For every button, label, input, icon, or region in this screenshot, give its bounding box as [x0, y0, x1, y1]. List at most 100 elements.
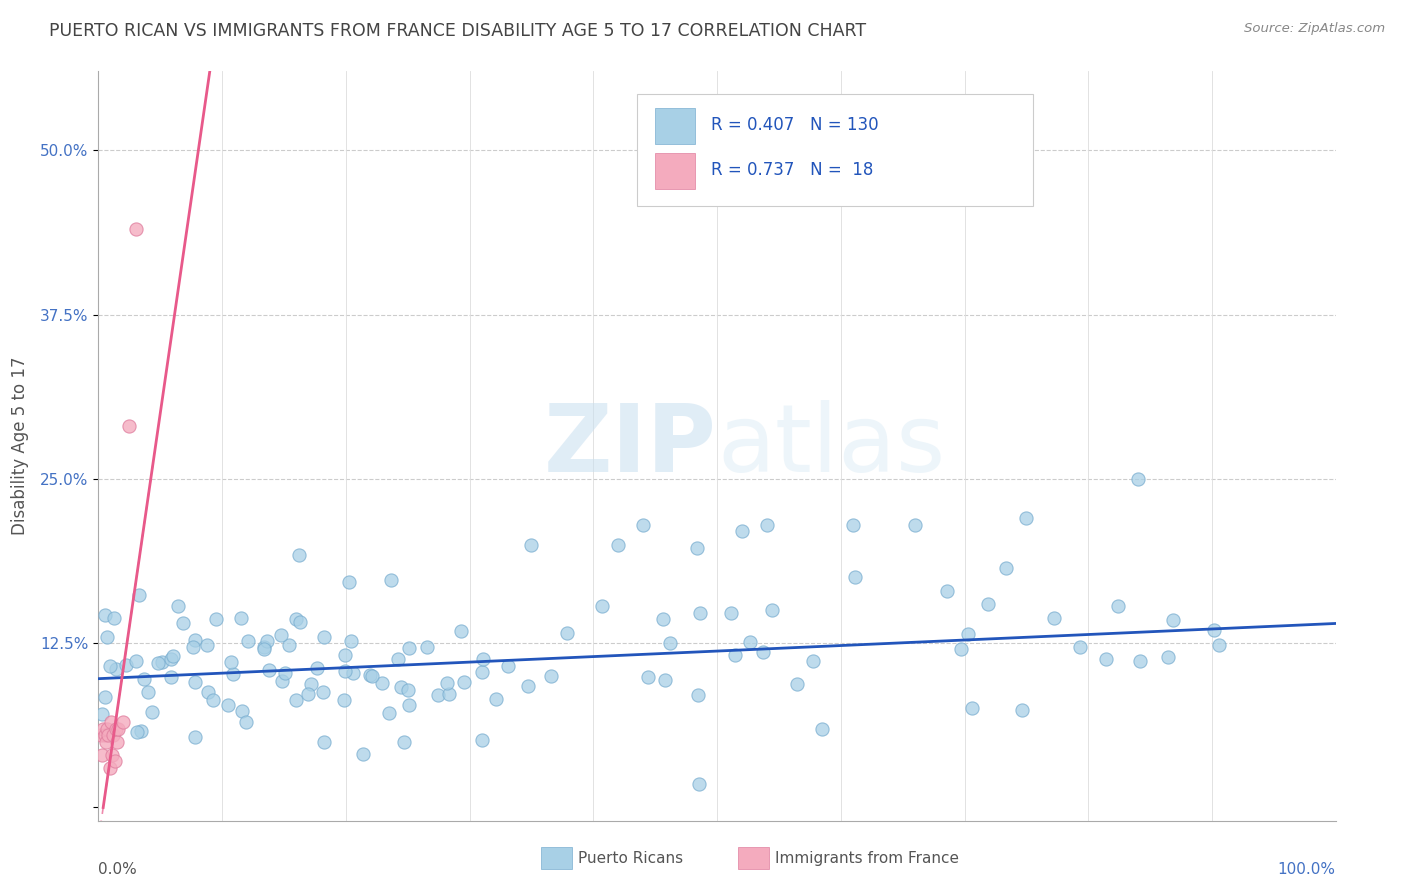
Point: [333, 693, 356, 707]
Point: [689, 607, 711, 621]
Point: [97, 728, 120, 742]
Point: [811, 722, 834, 736]
Point: [288, 548, 311, 562]
Point: [557, 626, 579, 640]
Point: [398, 640, 420, 655]
Point: [231, 704, 253, 718]
Point: [221, 667, 243, 681]
FancyBboxPatch shape: [655, 153, 695, 189]
Point: [607, 538, 630, 552]
Point: [994, 561, 1017, 575]
Point: [160, 670, 183, 684]
Point: [270, 628, 292, 642]
Point: [160, 652, 183, 666]
Point: [1202, 623, 1225, 637]
Point: [392, 735, 415, 749]
Point: [312, 735, 335, 749]
Point: [801, 654, 824, 668]
Point: [104, 722, 127, 736]
Point: [738, 635, 761, 649]
Point: [631, 517, 654, 532]
Point: [129, 724, 152, 739]
Point: [136, 685, 159, 699]
Point: [1069, 640, 1091, 654]
Point: [94, 690, 117, 704]
Point: [125, 725, 148, 739]
Point: [1015, 511, 1038, 525]
Point: [205, 612, 228, 626]
Point: [150, 655, 173, 669]
Point: [658, 636, 681, 650]
Point: [184, 730, 207, 744]
Point: [380, 573, 402, 587]
Point: [333, 648, 356, 663]
Point: [761, 603, 783, 617]
Point: [103, 610, 125, 624]
Text: atlas: atlas: [717, 400, 945, 492]
Point: [416, 640, 439, 655]
Point: [1043, 610, 1066, 624]
Text: Puerto Ricans: Puerto Ricans: [578, 851, 683, 865]
Text: ZIP: ZIP: [544, 400, 717, 492]
Point: [202, 693, 225, 707]
Point: [98, 658, 121, 673]
Point: [125, 654, 148, 668]
Point: [274, 666, 297, 681]
Point: [114, 658, 136, 673]
Text: R = 0.407   N = 130: R = 0.407 N = 130: [711, 116, 879, 135]
Point: [105, 735, 128, 749]
Point: [256, 634, 278, 648]
Point: [103, 755, 125, 769]
Point: [253, 641, 276, 656]
Point: [1126, 472, 1149, 486]
Text: R = 0.737   N =  18: R = 0.737 N = 18: [711, 161, 873, 179]
Point: [1107, 599, 1129, 614]
Point: [387, 651, 409, 665]
Point: [654, 673, 676, 687]
Point: [93, 728, 115, 742]
Point: [270, 673, 292, 688]
Point: [305, 660, 328, 674]
Point: [842, 517, 865, 532]
Point: [93, 722, 115, 736]
Point: [284, 693, 307, 707]
Point: [96, 722, 118, 736]
Text: 0.0%: 0.0%: [98, 862, 138, 877]
Point: [340, 633, 363, 648]
Point: [235, 714, 257, 729]
Point: [167, 599, 190, 613]
Point: [471, 665, 494, 679]
Point: [253, 640, 276, 654]
Point: [101, 747, 124, 762]
Point: [172, 616, 194, 631]
Point: [238, 634, 260, 648]
Point: [436, 676, 458, 690]
Point: [118, 419, 141, 434]
Point: [755, 517, 778, 532]
Point: [94, 608, 117, 623]
Point: [162, 648, 184, 663]
Point: [688, 777, 710, 791]
Point: [398, 698, 420, 712]
Point: [960, 701, 983, 715]
Point: [297, 687, 319, 701]
Text: Source: ZipAtlas.com: Source: ZipAtlas.com: [1244, 22, 1385, 36]
Point: [724, 648, 747, 662]
Point: [720, 607, 742, 621]
Point: [936, 583, 959, 598]
Point: [389, 680, 412, 694]
Point: [94, 735, 117, 749]
Point: [146, 657, 169, 671]
Point: [91, 747, 114, 762]
Point: [124, 222, 146, 236]
Point: [540, 669, 562, 683]
Point: [637, 670, 659, 684]
Point: [371, 676, 394, 690]
Point: [184, 632, 207, 647]
Point: [219, 655, 242, 669]
Point: [100, 714, 122, 729]
Point: [96, 630, 118, 644]
Point: [686, 541, 709, 555]
Point: [128, 589, 150, 603]
Point: [359, 667, 381, 681]
